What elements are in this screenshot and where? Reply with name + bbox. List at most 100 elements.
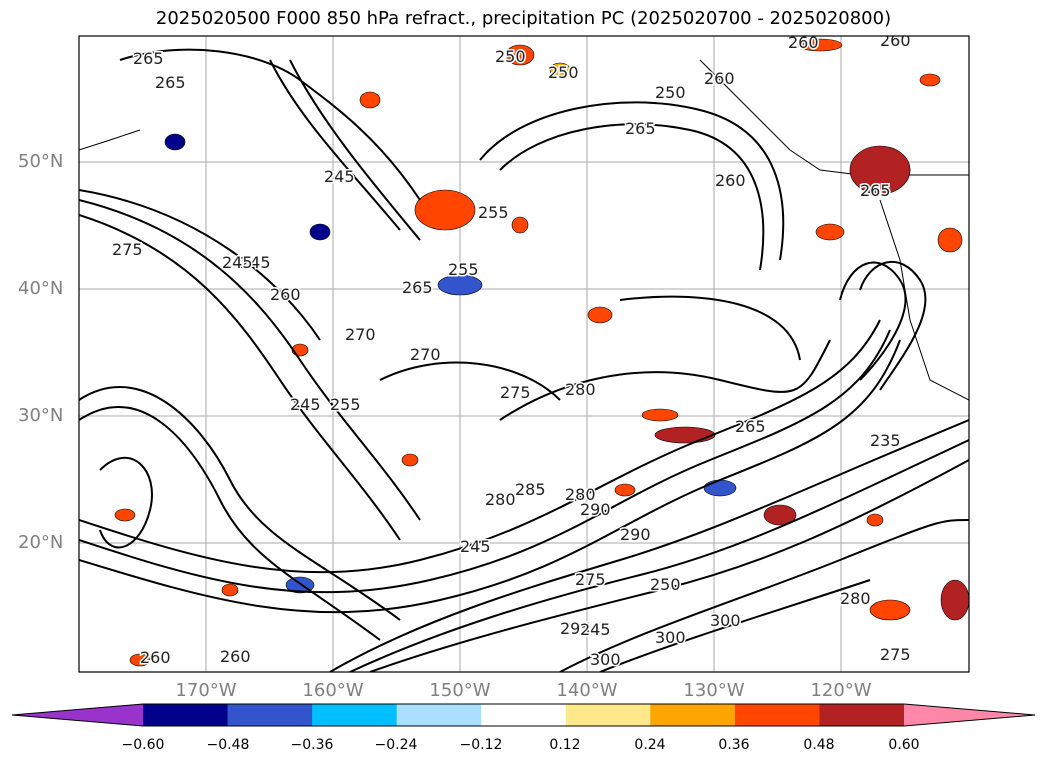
lon-label-130w: 130°W [683, 680, 745, 701]
precip-cell [309, 223, 331, 241]
contour-label: 245 [580, 620, 611, 639]
contour-label: 255 [478, 203, 509, 222]
precip-cell [221, 583, 239, 597]
map-title: 2025020500 F000 850 hPa refract., precip… [155, 8, 892, 29]
contour-line [369, 459, 969, 672]
contour-line [859, 260, 927, 391]
contour-line [79, 319, 881, 574]
contour-label: 265 [860, 181, 891, 200]
contour-label: 245 [460, 537, 491, 556]
contour-label: 255 [330, 395, 361, 414]
contour-label: 250 [650, 575, 681, 594]
contour-label: 265 [155, 73, 186, 92]
contour-label: 255 [448, 260, 479, 279]
precip-cell [797, 38, 843, 52]
colorbar-tick-7: 0.24 [634, 737, 666, 753]
contour-label: 245 [290, 395, 321, 414]
contour-label: 250 [548, 63, 579, 82]
precip-cell [587, 306, 613, 324]
precip-cell [937, 227, 963, 253]
colorbar-bin [396, 704, 482, 726]
contour-line [479, 101, 785, 261]
contour-label: 295 [560, 619, 591, 638]
colorbar-extend-low [12, 704, 143, 726]
contour-line [619, 295, 801, 361]
contour-label: 265 [625, 119, 656, 138]
colorbar-outline [11, 703, 1036, 727]
contour-label: 245 [222, 253, 253, 272]
contour-label: 250 [655, 83, 686, 102]
contour-label: 275 [880, 645, 911, 664]
refractivity-contours [79, 48, 969, 672]
contour-line [329, 419, 969, 672]
contour-line [79, 199, 421, 521]
contour-label: 275 [112, 240, 143, 259]
precip-cell [164, 133, 186, 151]
lat-label-40n: 40°N [18, 278, 64, 299]
map-background [79, 36, 969, 672]
contour-line [559, 519, 969, 672]
contour-line [349, 439, 969, 672]
lat-lon-grid [79, 36, 969, 672]
contour-line [79, 406, 381, 641]
precip-cell [815, 223, 845, 241]
colorbar-tick-3: −0.36 [290, 737, 334, 753]
colorbar-tick-10: 0.60 [888, 737, 920, 753]
contour-line [79, 189, 321, 341]
precip-cell [549, 62, 571, 78]
contour-label: 260 [715, 171, 746, 190]
contour-label: 265 [735, 417, 766, 436]
contour-label: 265 [133, 49, 164, 68]
precip-cell [641, 408, 679, 422]
contour-label: 300 [655, 628, 686, 647]
contour-line [269, 59, 401, 231]
precip-cell [763, 504, 797, 526]
contour-line [379, 361, 561, 401]
precip-cell [866, 513, 884, 527]
contour-label: 270 [345, 325, 376, 344]
precip-cell [414, 189, 476, 231]
colorbar-tick-5: −0.12 [459, 737, 503, 753]
contour-line [99, 456, 153, 549]
contour-label: 290 [620, 525, 651, 544]
contour-label: 290 [580, 500, 611, 519]
precip-cell [849, 145, 911, 195]
contour-label: 260 [220, 647, 251, 666]
colorbar-tick-9: 0.48 [803, 737, 835, 753]
colorbar-tick-2: −0.48 [206, 737, 250, 753]
contour-label: 260 [880, 31, 911, 50]
contour-label: 260 [140, 648, 171, 667]
precip-cell [359, 91, 381, 109]
contour-line [79, 339, 901, 614]
lat-label-20n: 20°N [18, 532, 64, 553]
colorbar-bin [143, 704, 229, 726]
lat-label-50n: 50°N [18, 151, 64, 172]
colorbar-bin [227, 704, 313, 726]
contour-label: 250 [495, 47, 526, 66]
contour-label: 260 [270, 285, 301, 304]
precip-cell [703, 479, 737, 497]
precip-cell [505, 44, 535, 66]
contour-label: 260 [788, 33, 819, 52]
lon-label-120w: 120°W [810, 680, 872, 701]
colorbar-tick-6: 0.12 [549, 737, 581, 753]
colorbar-bin [819, 704, 905, 726]
contour-label: 235 [870, 431, 901, 450]
contour-label: 280 [565, 380, 596, 399]
map-panel: 265 265 245 250 260 260 250 260 265 260 265 245 255 2… [78, 31, 970, 673]
map-frame [78, 35, 970, 673]
contour-label: 270 [410, 345, 441, 364]
precip-cell [940, 579, 969, 621]
lon-label-170w: 170°W [175, 680, 237, 701]
contour-label: 260 [704, 69, 735, 88]
precip-cell [437, 274, 483, 296]
precipitation-shading [114, 38, 969, 667]
contour-label: 300 [710, 611, 741, 630]
precip-cell [869, 599, 911, 621]
contour-label: 245 [324, 167, 355, 186]
precip-cell [919, 73, 941, 87]
precip-cell [401, 453, 419, 467]
colorbar-tick-8: 0.36 [718, 737, 750, 753]
colorbar-bin [565, 704, 651, 726]
contour-line [79, 386, 401, 621]
